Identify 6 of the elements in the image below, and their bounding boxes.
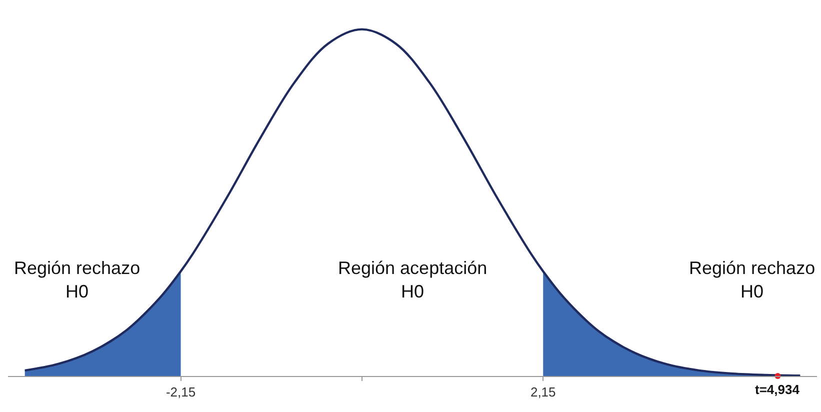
x-tick-label: 2,15 xyxy=(530,384,556,400)
x-tick-label: -2,15 xyxy=(166,384,196,400)
annotation: Región rechazo H0 xyxy=(14,258,140,302)
annotation: Región aceptación H0 xyxy=(338,258,488,302)
annotation: t=4,934 xyxy=(755,382,800,397)
annotation: Región rechazo H0 xyxy=(689,258,816,302)
